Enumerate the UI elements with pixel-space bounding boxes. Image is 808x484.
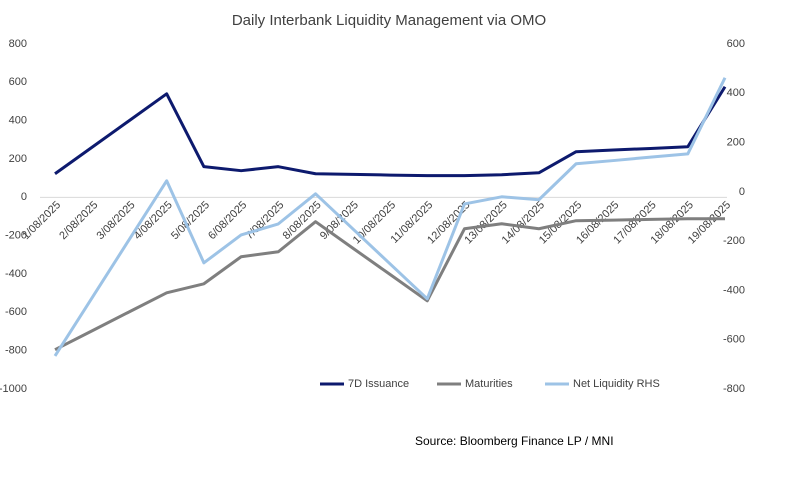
y-tick-label: -400	[5, 268, 27, 280]
legend-label: Maturities	[465, 378, 513, 390]
legend-label: Net Liquidity RHS	[573, 378, 660, 390]
y-tick-label: 400	[9, 115, 27, 127]
y2-tick-label: -400	[723, 284, 745, 296]
y2-tick-label: 400	[727, 87, 745, 99]
y2-tick-label: 0	[739, 186, 745, 198]
y-tick-label: 0	[21, 191, 27, 203]
y-tick-label: 600	[9, 76, 27, 88]
y2-tick-label: -200	[723, 235, 745, 247]
y-tick-label: -200	[5, 230, 27, 242]
y2-tick-label: 600	[727, 38, 745, 50]
series-line	[54, 217, 725, 352]
y-tick-label: -800	[5, 345, 27, 357]
series-line	[53, 77, 727, 357]
y-tick-label: 800	[9, 38, 27, 50]
source-note: Source: Bloomberg Finance LP / MNI	[415, 434, 614, 448]
chart-title: Daily Interbank Liquidity Management via…	[232, 12, 546, 29]
legend-label: 7D Issuance	[348, 378, 409, 390]
y-tick-label: -1000	[0, 383, 27, 395]
y-tick-label: -600	[5, 306, 27, 318]
y2-tick-label: -600	[723, 334, 745, 346]
series-line	[54, 85, 727, 178]
y-tick-label: 200	[9, 153, 27, 165]
y2-tick-label: 200	[727, 136, 745, 148]
y2-tick-label: -800	[723, 383, 745, 395]
